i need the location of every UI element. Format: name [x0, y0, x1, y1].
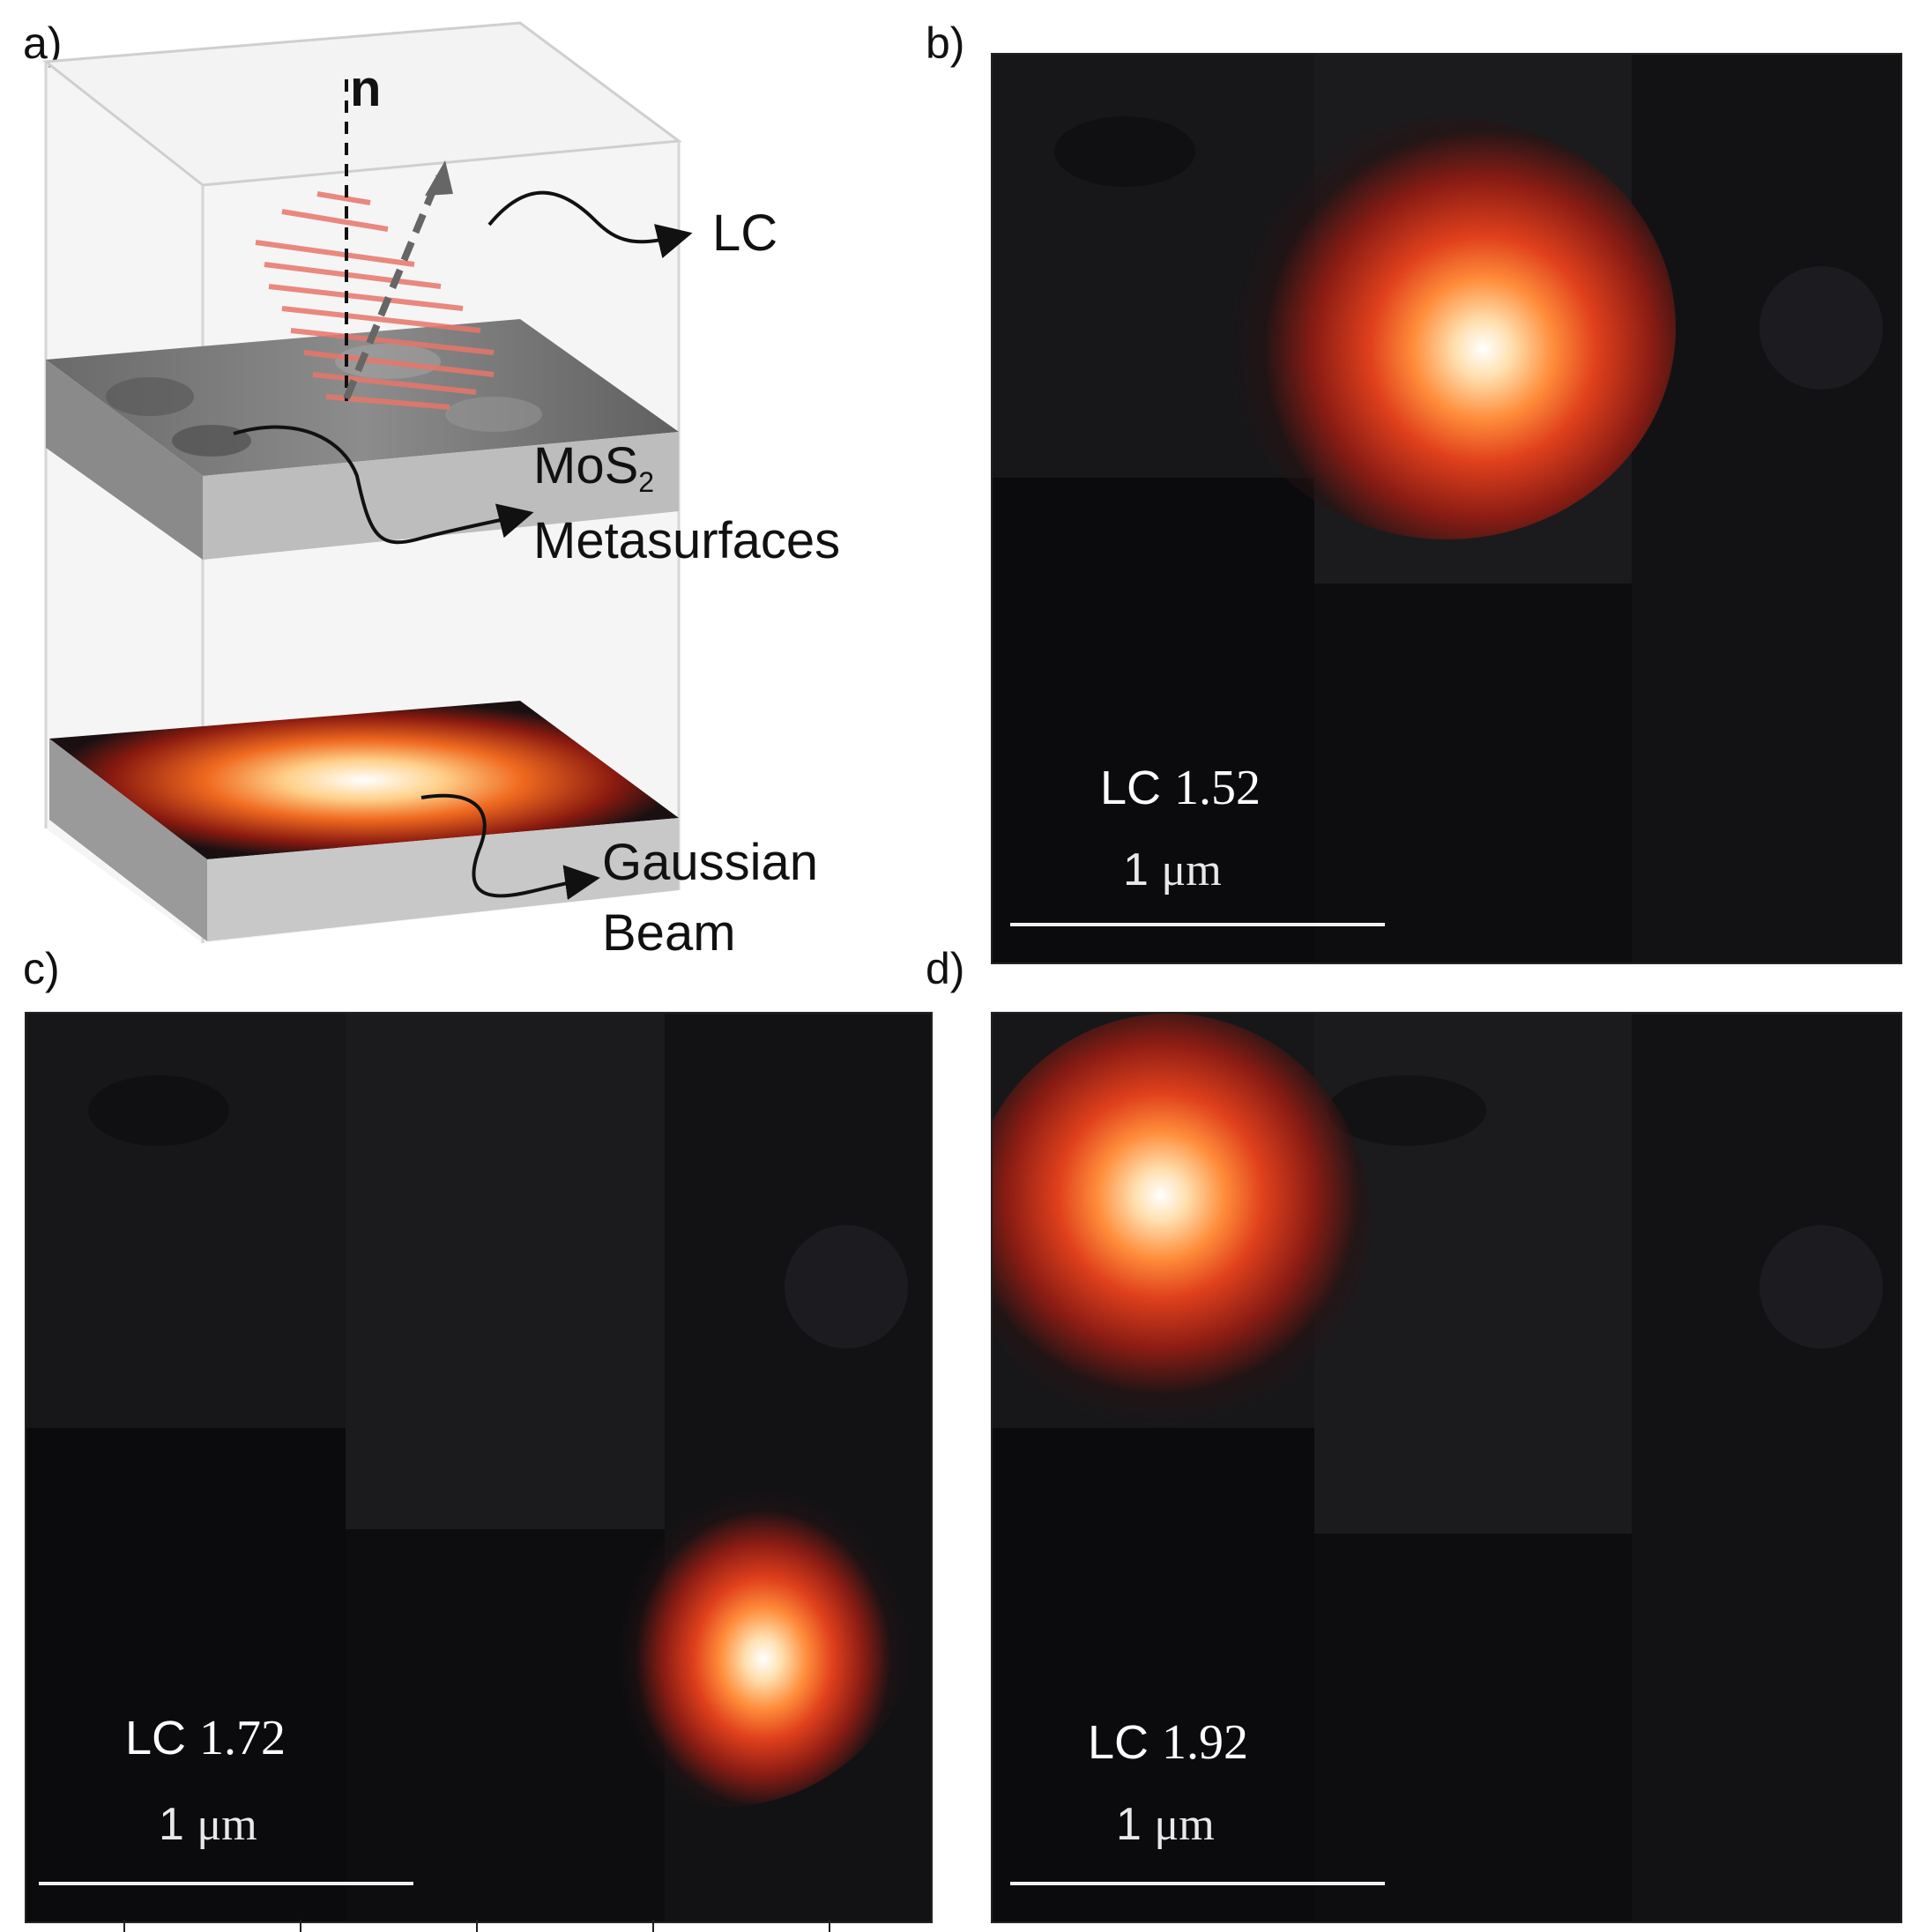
axis-tick: [829, 1920, 830, 1932]
lc-director-waves: [255, 191, 495, 410]
director-arrow: [343, 175, 443, 400]
panel-b-focal-spot: [1217, 116, 1676, 539]
axis-tick: [123, 1920, 125, 1932]
panel-c-focal-spot: [520, 1384, 926, 1807]
panel-b-label: b): [926, 19, 965, 68]
panel-c-label: c): [23, 944, 60, 993]
panel-c-field-map: LC 1.72 1 μm: [25, 1012, 933, 1923]
director-arrowhead: [425, 160, 453, 196]
panel-b-lc-value: LC 1.52: [1100, 761, 1261, 815]
mos2-label: MoS2: [533, 437, 655, 498]
gaussian-beam-slab: [49, 701, 679, 941]
axis-tick: [476, 1920, 478, 1932]
lc-pointer-arrow: [487, 190, 693, 259]
metasurface-pointer-arrow: [233, 425, 534, 545]
axis-tick: [300, 1920, 301, 1932]
panel-c-scale-bar: [39, 1882, 413, 1885]
axis-tick: [652, 1920, 654, 1932]
metasurfaces-label: Metasurfaces: [533, 512, 841, 569]
panel-d-lc-value: LC 1.92: [1088, 1715, 1249, 1770]
beam-pointer-arrow: [420, 793, 600, 900]
panel-d-scale-bar: [1010, 1882, 1385, 1885]
device-schematic: [42, 21, 693, 943]
lc-label: LC: [712, 204, 778, 262]
panel-c-lc-value: LC 1.72: [125, 1711, 286, 1765]
panel-b-field-map: LC 1.52 1 μm: [991, 53, 1902, 964]
beam-label: Beam: [602, 904, 736, 962]
gaussian-label: Gaussian: [602, 834, 819, 891]
panel-d-field-map: LC 1.92 1 μm: [991, 1012, 1902, 1923]
panel-d-label: d): [926, 944, 965, 993]
metasurface-slab: [46, 319, 679, 560]
panel-b-scale-label: 1 μm: [1123, 844, 1222, 895]
panel-d-focal-spot: [993, 1014, 1372, 1437]
panel-d-scale-label: 1 μm: [1116, 1799, 1215, 1850]
normal-label-n: n: [350, 60, 382, 117]
panel-b-scale-bar: [1010, 923, 1385, 926]
panel-c-scale-label: 1 μm: [159, 1799, 257, 1850]
